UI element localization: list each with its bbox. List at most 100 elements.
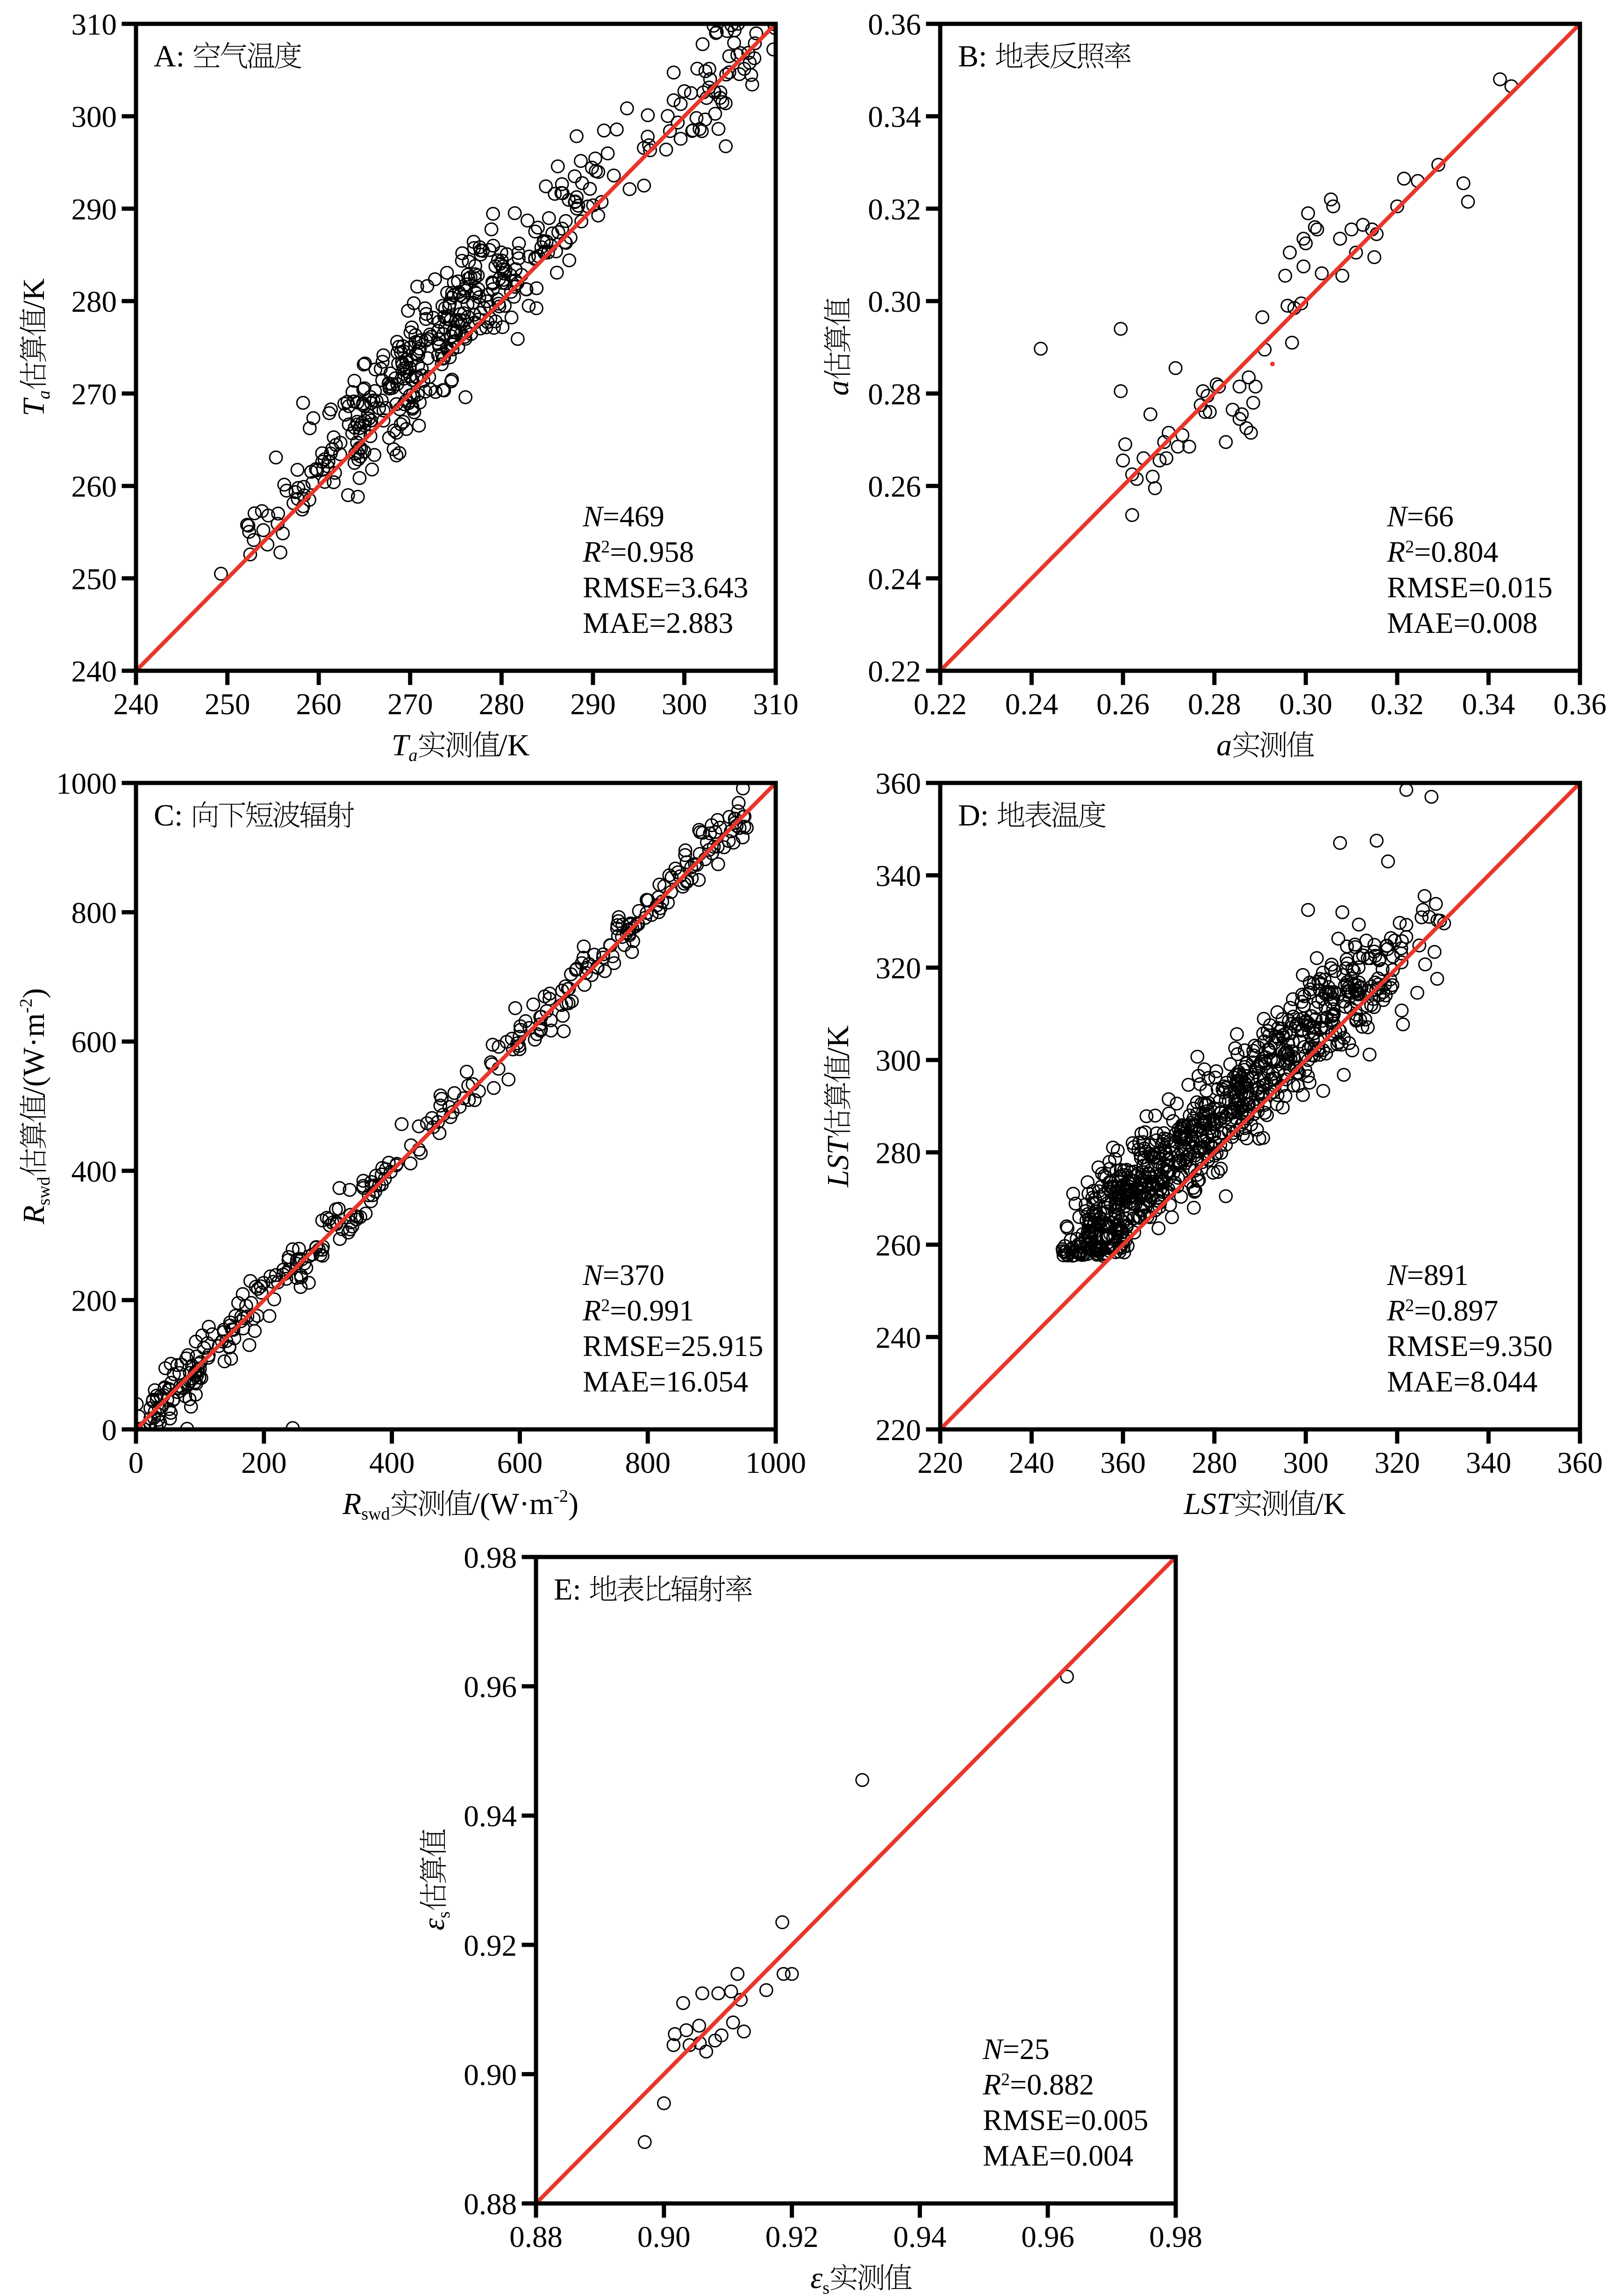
svg-text:-2: -2 (16, 998, 36, 1013)
svg-text:=: = (1414, 535, 1431, 568)
svg-text:360: 360 (876, 767, 922, 801)
svg-text:310: 310 (753, 688, 799, 721)
svg-text:800: 800 (625, 1446, 671, 1480)
svg-text:0.90: 0.90 (464, 2058, 517, 2092)
svg-text:891: 891 (1424, 1258, 1469, 1292)
svg-text:300: 300 (1283, 1446, 1329, 1480)
svg-text:=: = (603, 1258, 620, 1292)
svg-text:260: 260 (296, 688, 342, 721)
svg-text:25.915: 25.915 (681, 1329, 763, 1363)
svg-text:0.92: 0.92 (464, 1929, 517, 1963)
svg-text:320: 320 (876, 952, 922, 985)
svg-text:2: 2 (601, 537, 610, 557)
svg-text:0.004: 0.004 (1066, 2139, 1133, 2172)
svg-text:600: 600 (71, 1026, 117, 1059)
svg-text:B:: B: (958, 39, 987, 73)
svg-text:N: N (582, 500, 604, 533)
svg-text:a: a (408, 746, 417, 765)
svg-text:/K: /K (821, 1025, 855, 1056)
svg-text:MAE=: MAE= (583, 606, 666, 639)
svg-text:0.005: 0.005 (1081, 2103, 1148, 2137)
svg-text:=: = (603, 500, 620, 533)
svg-text:370: 370 (620, 1258, 665, 1292)
svg-text:0.94: 0.94 (893, 2220, 947, 2254)
svg-text:290: 290 (71, 193, 117, 226)
svg-text:ε: ε (810, 2261, 822, 2295)
svg-text:220: 220 (917, 1446, 963, 1480)
svg-text:0.96: 0.96 (1021, 2220, 1074, 2254)
svg-text:0: 0 (129, 1446, 144, 1480)
svg-text:s: s (434, 1911, 454, 1918)
svg-text:2: 2 (601, 1296, 610, 1315)
svg-text:9.350: 9.350 (1485, 1329, 1552, 1363)
svg-text:0.24: 0.24 (868, 562, 921, 596)
svg-text:LST: LST (1183, 1487, 1236, 1521)
svg-text:0.008: 0.008 (1470, 606, 1537, 639)
svg-text:0.98: 0.98 (1149, 2220, 1202, 2254)
svg-text:T: T (17, 397, 51, 416)
svg-text:N: N (982, 2032, 1004, 2066)
svg-text:MAE=: MAE= (1387, 606, 1470, 639)
svg-text:0.94: 0.94 (464, 1800, 517, 1833)
svg-text:a: a (34, 390, 54, 399)
svg-text:320: 320 (1374, 1446, 1420, 1480)
svg-text:D:: D: (958, 798, 989, 832)
svg-text:R: R (17, 1205, 51, 1225)
svg-text:a: a (1216, 728, 1232, 762)
svg-text:0.88: 0.88 (509, 2220, 563, 2254)
svg-text:swd: swd (34, 1177, 54, 1205)
svg-text:/K: /K (17, 278, 51, 309)
svg-text:=: = (1407, 500, 1424, 533)
svg-text:270: 270 (71, 378, 117, 411)
svg-text:a: a (821, 380, 855, 396)
svg-text:600: 600 (497, 1446, 543, 1480)
svg-text:280: 280 (71, 285, 117, 319)
svg-text:800: 800 (71, 897, 117, 930)
svg-text:2: 2 (1001, 2070, 1010, 2089)
svg-text:270: 270 (387, 688, 433, 721)
svg-text:RMSE=: RMSE= (983, 2103, 1081, 2137)
svg-text:MAE=: MAE= (583, 1365, 666, 1398)
svg-text:0.88: 0.88 (464, 2188, 517, 2221)
svg-text:T: T (392, 728, 411, 762)
svg-text:2.883: 2.883 (666, 606, 733, 639)
svg-text:3.643: 3.643 (681, 571, 748, 604)
svg-text:0.32: 0.32 (868, 193, 921, 226)
svg-text:MAE=: MAE= (1387, 1365, 1470, 1398)
svg-text:0.26: 0.26 (868, 470, 921, 504)
svg-text:=: = (1407, 1258, 1424, 1292)
svg-text:-2: -2 (553, 1486, 568, 1506)
svg-text:=: = (610, 1294, 627, 1327)
svg-text:200: 200 (71, 1284, 117, 1318)
svg-text:0.26: 0.26 (1096, 688, 1150, 721)
svg-text:0.34: 0.34 (1462, 688, 1515, 721)
svg-text:200: 200 (241, 1446, 287, 1480)
svg-text:280: 280 (479, 688, 525, 721)
svg-text:0.22: 0.22 (914, 688, 967, 721)
svg-text:469: 469 (620, 500, 665, 533)
svg-text:0.882: 0.882 (1027, 2068, 1094, 2101)
svg-text:0.98: 0.98 (464, 1541, 517, 1575)
svg-text:0.90: 0.90 (637, 2220, 691, 2254)
svg-text:/(W·m: /(W·m (471, 1487, 553, 1521)
svg-text:s: s (822, 2278, 829, 2296)
svg-text:0.32: 0.32 (1371, 688, 1424, 721)
svg-text:swd: swd (361, 1504, 390, 1524)
svg-text:340: 340 (876, 860, 922, 893)
svg-text:0.30: 0.30 (868, 285, 921, 319)
svg-text:0.015: 0.015 (1485, 571, 1552, 604)
svg-text:N: N (1386, 1258, 1408, 1292)
svg-text:/(W·m: /(W·m (17, 1013, 51, 1096)
svg-text:=: = (1010, 2068, 1027, 2101)
svg-text:220: 220 (876, 1413, 922, 1447)
svg-text:ε: ε (417, 1918, 451, 1930)
svg-text:1000: 1000 (745, 1446, 806, 1480)
svg-text:R: R (582, 1294, 601, 1327)
svg-text:240: 240 (876, 1321, 922, 1355)
svg-text:0.92: 0.92 (765, 2220, 819, 2254)
svg-text:8.044: 8.044 (1470, 1365, 1537, 1398)
svg-text:A:: A: (154, 39, 185, 73)
svg-text:360: 360 (1557, 1446, 1603, 1480)
svg-text:0.28: 0.28 (1188, 688, 1241, 721)
svg-text:RMSE=: RMSE= (583, 1329, 681, 1363)
